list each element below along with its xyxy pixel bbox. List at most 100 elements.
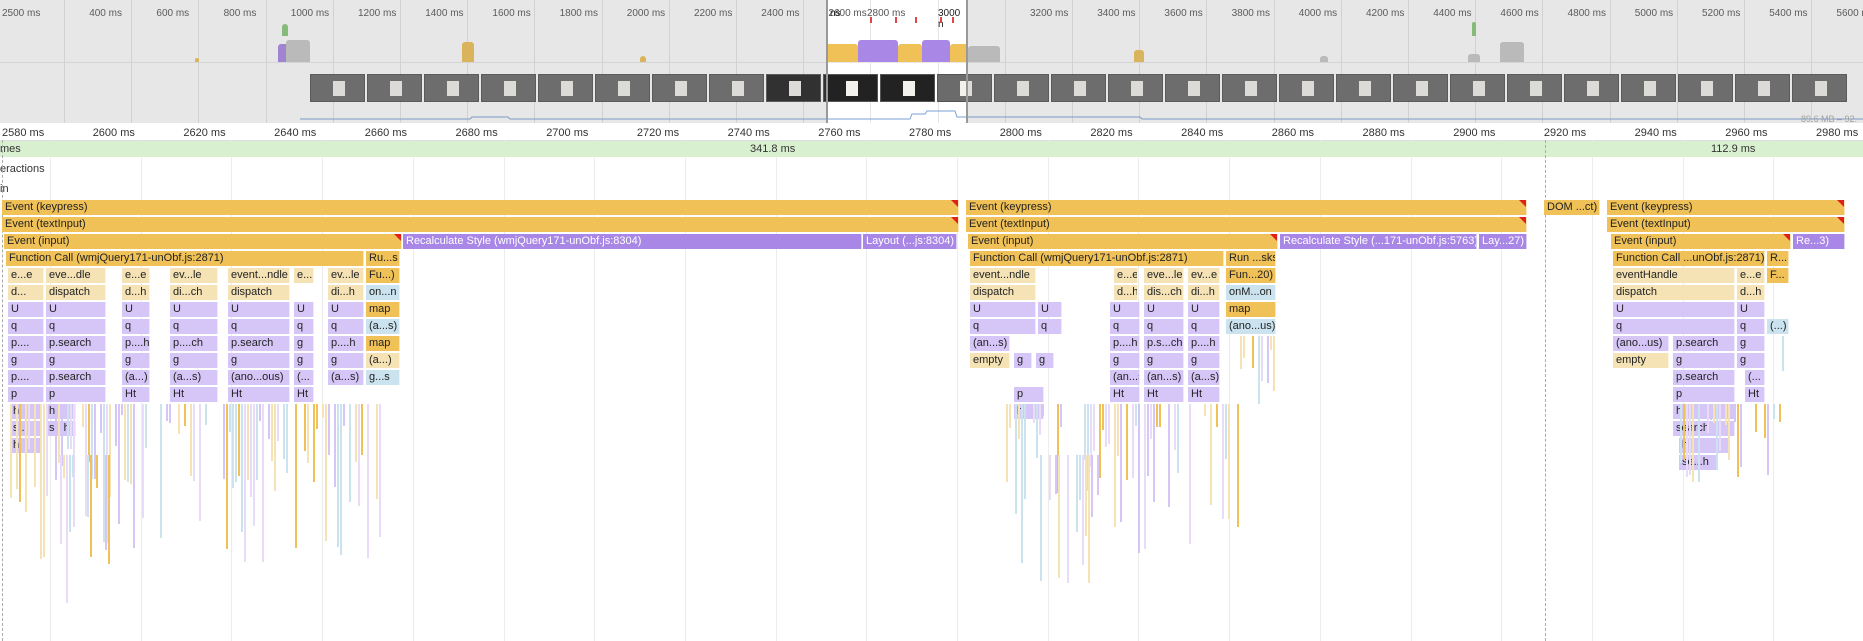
flame-entry[interactable]: g [122,353,150,368]
run-tasks[interactable]: Ru...s [366,251,400,266]
flame-entry[interactable]: empty [1613,353,1669,368]
frame-duration[interactable]: 112.9 ms [1711,143,1756,155]
flame-entry[interactable]: U [122,302,150,317]
flame-entry[interactable]: Ht [228,387,290,402]
flame-entry[interactable]: p.search [46,336,106,351]
run-tasks[interactable]: R... [1767,251,1789,266]
flame-entry[interactable]: e... [294,268,314,283]
filmstrip-frame[interactable] [1165,74,1220,102]
flame-entry[interactable]: ev...le [328,268,364,283]
frame-duration[interactable]: 341.8 ms [750,143,796,155]
flame-entry[interactable]: g [1188,353,1220,368]
flame-entry[interactable]: U [328,302,364,317]
flame-entry[interactable]: (...) [1767,319,1789,334]
flame-entry[interactable]: g [170,353,218,368]
flame-entry[interactable]: (ano...us) [1613,336,1669,351]
flame-entry[interactable]: d...h [1737,285,1765,300]
flame-entry[interactable]: U [1038,302,1062,317]
flame-entry[interactable]: g...s [366,370,400,385]
filmstrip-frame[interactable] [994,74,1049,102]
filmstrip-frame[interactable] [1507,74,1562,102]
filmstrip-frame[interactable] [880,74,935,102]
flame-entry[interactable]: dispatch [46,285,106,300]
screenshot-filmstrip[interactable] [0,70,1863,104]
flame-entry[interactable]: di...h [328,285,364,300]
flame-entry[interactable]: g [1673,353,1735,368]
event-input[interactable]: Event (input) [1611,234,1791,249]
flame-entry[interactable]: p.... [8,336,44,351]
flame-entry[interactable]: g [46,353,106,368]
filmstrip-frame[interactable] [937,74,992,102]
flame-entry[interactable]: U [970,302,1036,317]
recalculate-style[interactable]: Re...3) [1793,234,1845,249]
flame-entry[interactable]: e...e [1114,268,1138,283]
flame-entry[interactable]: p [8,387,44,402]
interactions-track-label[interactable]: eractions [0,163,45,175]
function-call[interactable]: Function Call (wmjQuery171-unObf.js:2871… [6,251,364,266]
flame-entry[interactable]: U [1110,302,1140,317]
flame-entry[interactable]: (a...s) [1188,370,1220,385]
selection-window[interactable]: ns 3000 n [826,0,968,123]
filmstrip-frame[interactable] [1279,74,1334,102]
filmstrip-frame[interactable] [1336,74,1391,102]
flame-entry[interactable]: p.search [1673,336,1735,351]
filmstrip-frame[interactable] [1108,74,1163,102]
flame-entry[interactable]: Ht [294,387,314,402]
flame-entry[interactable]: F... [1767,268,1789,283]
flame-entry[interactable]: empty [970,353,1010,368]
flame-entry[interactable]: (... [1745,370,1765,385]
flame-entry[interactable]: ev...le [170,268,218,283]
filmstrip-frame[interactable] [1450,74,1505,102]
flame-entry[interactable]: U [8,302,44,317]
recalculate-style[interactable]: Recalculate Style (wmjQuery171-unObf.js:… [403,234,862,249]
flame-entry[interactable]: q [8,319,44,334]
flame-entry[interactable]: q [122,319,150,334]
filmstrip-frame[interactable] [481,74,536,102]
flame-entry[interactable]: p.s...ch [1144,336,1184,351]
flame-entry[interactable]: (ano...us) [1226,319,1276,334]
flame-entry[interactable]: event...ndle [970,268,1036,283]
flame-entry[interactable]: q [328,319,364,334]
flame-entry[interactable]: Ht [170,387,218,402]
flame-entry[interactable]: g [1036,353,1054,368]
filmstrip-frame[interactable] [1222,74,1277,102]
flame-entry[interactable]: q [970,319,1036,334]
filmstrip-frame[interactable] [1735,74,1790,102]
layout[interactable]: Layout (...js:8304) [863,234,957,249]
function-call[interactable]: Function Call (wmjQuery171-unObf.js:2871… [970,251,1224,266]
flame-entry[interactable]: p.search [1673,370,1735,385]
flame-entry[interactable]: U [1144,302,1184,317]
flame-entry[interactable]: eventHandle [1613,268,1735,283]
flame-entry[interactable]: p....h [328,336,364,351]
flame-entry[interactable]: (a...s) [170,370,218,385]
flame-entry[interactable]: U [294,302,314,317]
flame-entry[interactable]: q [1188,319,1220,334]
filmstrip-frame[interactable] [1393,74,1448,102]
flame-entry[interactable]: d...h [122,285,150,300]
flame-entry[interactable]: q [294,319,314,334]
flame-entry[interactable]: q [1613,319,1735,334]
flame-entry[interactable]: e...e [8,268,44,283]
flame-entry[interactable]: q [1038,319,1062,334]
flame-entry[interactable]: p [46,387,106,402]
flame-entry[interactable]: (an...s) [970,336,1010,351]
event-keypress[interactable]: Event (keypress) [966,200,1527,215]
main-track-label[interactable]: in [0,183,9,195]
dom-event[interactable]: DOM ...ct) [1544,200,1600,215]
flame-entry[interactable]: e...e [122,268,150,283]
flame-entry[interactable]: g [1737,336,1765,351]
filmstrip-frame[interactable] [310,74,365,102]
filmstrip-frame[interactable] [424,74,479,102]
flame-entry[interactable]: U [1737,302,1765,317]
flame-entry[interactable]: Fu...) [366,268,400,283]
time-ruler[interactable]: 2580 ms 2600 ms 2620 ms 2640 ms 2660 ms 2680 … [0,124,1863,141]
flame-entry[interactable]: eve...dle [46,268,106,283]
flame-entry[interactable]: dis...ch [1144,285,1184,300]
flame-entry[interactable]: onM...on [1226,285,1276,300]
recalculate-style[interactable]: Recalculate Style (...171-unObf.js:5763) [1280,234,1477,249]
function-call[interactable]: Function Call ...unObf.js:2871) [1613,251,1765,266]
filmstrip-frame[interactable] [367,74,422,102]
event-input[interactable]: Event (input) [4,234,402,249]
flame-entry[interactable]: g [1144,353,1184,368]
flame-entry[interactable]: (a...) [122,370,150,385]
